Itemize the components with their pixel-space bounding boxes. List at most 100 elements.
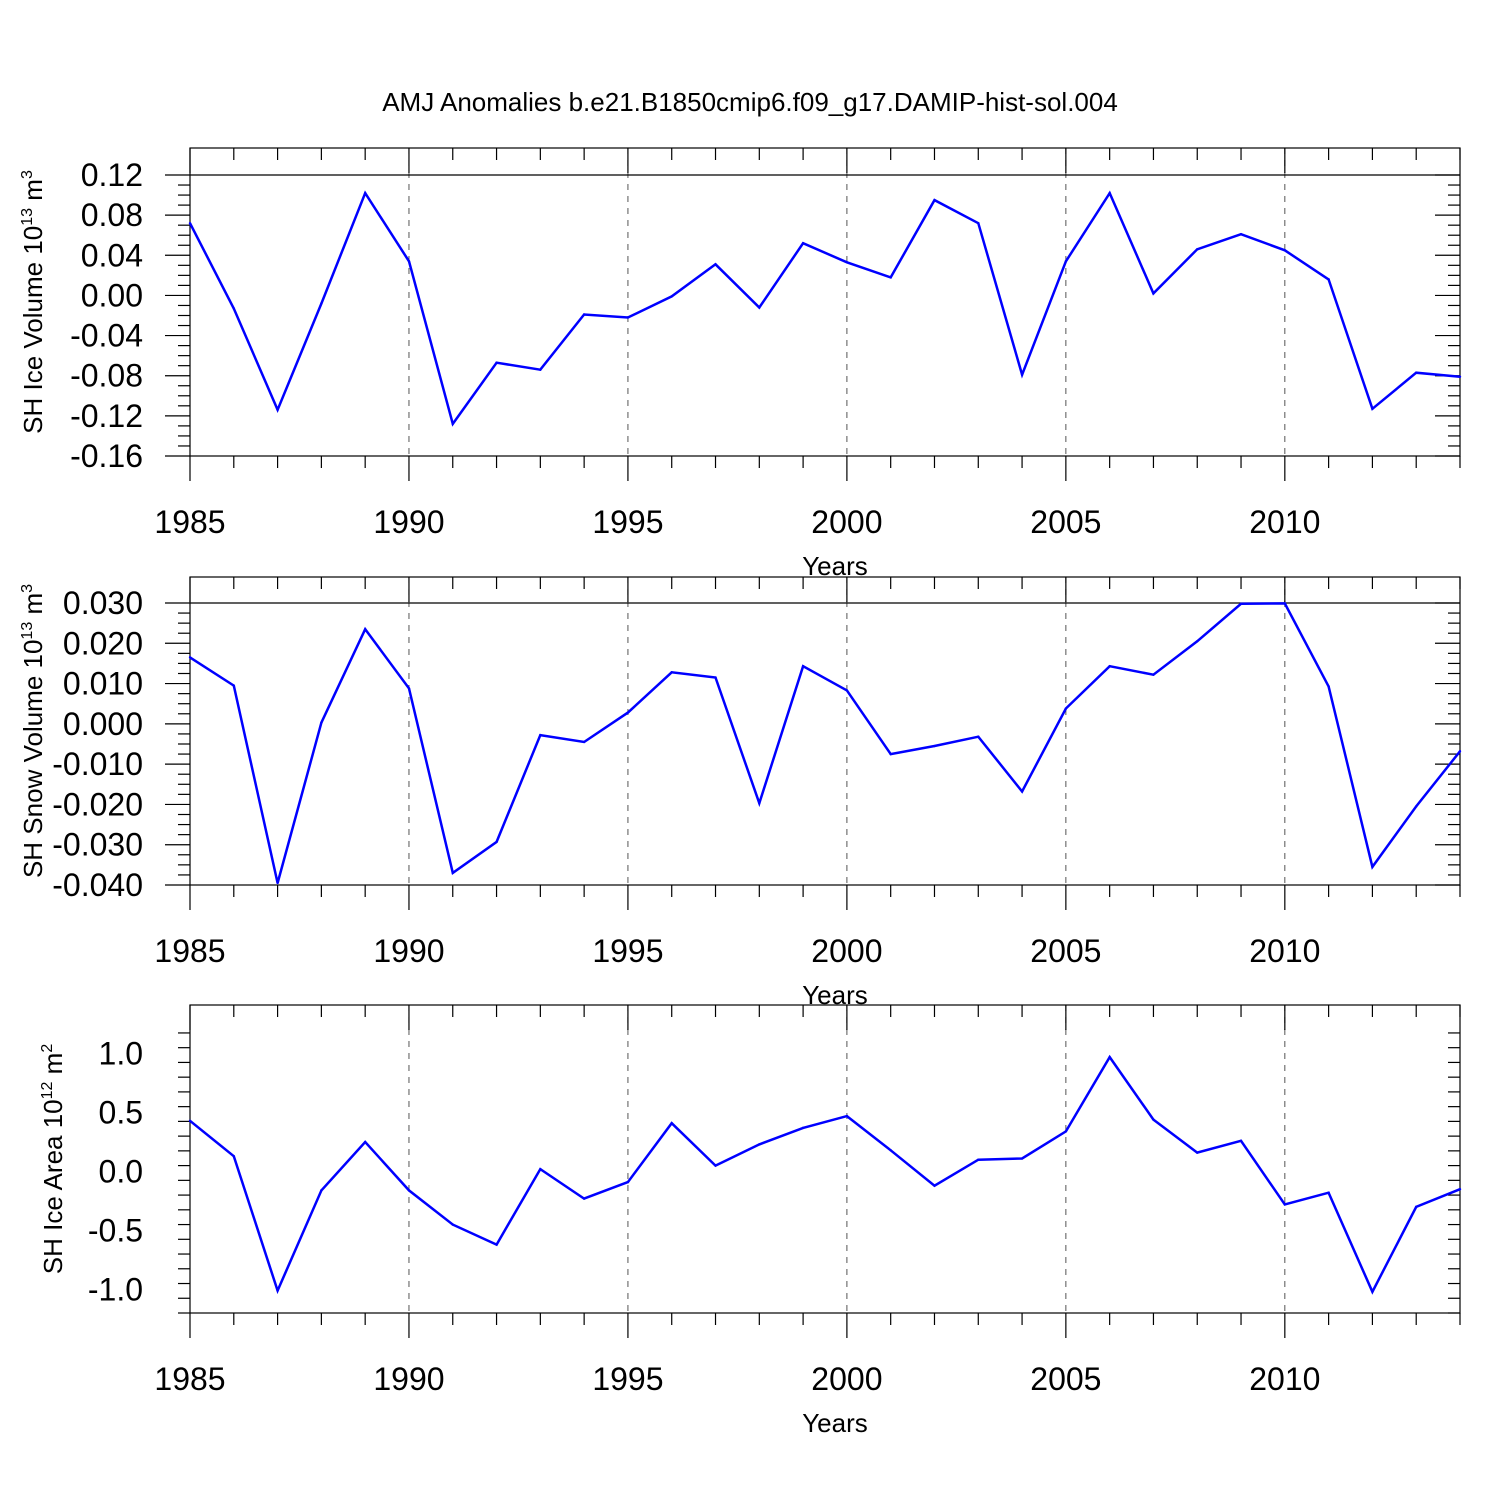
data-point [626, 1180, 630, 1184]
data-point [977, 221, 980, 225]
data-point [977, 1158, 980, 1161]
data-point [1458, 375, 1462, 378]
data-point [407, 687, 411, 690]
y-tick-label: 0.020 [63, 625, 143, 661]
data-point [758, 802, 761, 805]
data-point [1458, 750, 1462, 753]
data-point [232, 1154, 235, 1158]
y-tick-label: -0.040 [52, 867, 143, 903]
data-point [1327, 1191, 1330, 1194]
plot-frame [189, 576, 1461, 886]
y-axis-label: SH Snow Volume 1013 m3 [18, 584, 48, 878]
data-point [1415, 371, 1418, 374]
data-point [1064, 1130, 1068, 1133]
y-tick-label: -0.030 [52, 827, 143, 863]
data-point [670, 671, 673, 674]
data-point [933, 1184, 936, 1187]
data-point [626, 711, 630, 714]
data-point [232, 307, 235, 310]
data-point [714, 263, 717, 266]
data-point [320, 302, 323, 305]
x-axis-label: Years [802, 551, 868, 581]
data-point [1415, 1205, 1418, 1209]
x-tick-label: 1995 [592, 933, 663, 969]
data-point [276, 408, 279, 412]
series-line [188, 190, 1461, 427]
x-tick-label: 1995 [592, 1361, 663, 1397]
data-point [363, 627, 367, 631]
x-tick-label: 2005 [1030, 504, 1101, 540]
data-point [626, 316, 630, 319]
data-point [1239, 1139, 1243, 1143]
data-point [1371, 865, 1374, 869]
y-tick-label: -0.010 [52, 746, 143, 782]
data-point [1327, 685, 1330, 688]
data-point [363, 1140, 367, 1144]
y-tick-label: -0.08 [70, 358, 143, 394]
x-tick-label: 2000 [811, 504, 882, 540]
data-point [889, 752, 892, 756]
x-tick-label: 1990 [373, 1361, 444, 1397]
data-point [670, 295, 673, 298]
y-tick-label: 0.00 [81, 277, 143, 313]
data-point [188, 1119, 192, 1122]
data-point [1196, 640, 1199, 643]
y-tick-label: 0.08 [81, 197, 143, 233]
data-point [758, 306, 761, 309]
data-point [1458, 1187, 1462, 1191]
series-line [189, 1054, 1461, 1295]
data-point [320, 1189, 323, 1192]
data-point [1020, 373, 1024, 376]
data-point [670, 1121, 673, 1125]
x-tick-label: 1985 [154, 1361, 225, 1397]
data-point [1064, 260, 1068, 263]
data-point [1283, 249, 1287, 252]
data-point [845, 261, 849, 264]
chart-panel-2: 1985 1990 1995 2000 2005 2010Years0.0300.0200… [18, 576, 1462, 1010]
x-tick-label: 1995 [592, 504, 663, 540]
data-point [1152, 1118, 1155, 1121]
y-tick-label: -0.16 [70, 438, 143, 474]
y-tick-label: 1.0 [99, 1036, 143, 1072]
data-point [232, 684, 235, 687]
y-axis-label: SH Ice Area 1012 m2 [38, 1044, 68, 1275]
data-point [933, 198, 936, 202]
data-point [801, 665, 805, 668]
figure-title: AMJ Anomalies b.e21.B1850cmip6.f09_g17.D… [382, 87, 1118, 117]
y-tick-label: 0.12 [81, 157, 143, 193]
series-line [189, 602, 1461, 884]
data-point [451, 422, 454, 426]
data-point [276, 881, 279, 885]
panels: 1985 1990 1995 2000 2005 2010 Years 0.12 0.08 0.0… [18, 147, 1462, 1438]
y-tick-label: -0.5 [88, 1212, 143, 1248]
x-tick-label: 2010 [1249, 504, 1320, 540]
x-tick-label: 1990 [373, 504, 444, 540]
data-point [933, 744, 936, 748]
data-point [495, 840, 498, 844]
data-point [407, 1189, 411, 1192]
data-point [363, 191, 367, 195]
data-point [1108, 1055, 1111, 1059]
data-point [1152, 292, 1155, 295]
y-tick-label: -1.0 [88, 1271, 143, 1307]
data-point [801, 242, 805, 245]
data-point [1327, 278, 1330, 281]
data-point [188, 221, 192, 225]
y-axis-label: SH Ice Volume 1013 m3 [18, 170, 48, 434]
x-tick-label: 1985 [154, 933, 225, 969]
data-point [1020, 790, 1024, 793]
y-tick-label: 0.000 [63, 706, 143, 742]
data-point [977, 735, 980, 738]
data-point [451, 871, 454, 875]
data-point [495, 1243, 498, 1246]
chart-panel-1: 1985 1990 1995 2000 2005 2010 Years 0.12 0.08 0.0… [18, 147, 1462, 581]
chart-panel-3: 1985 1990 1995 2000 2005 2010 Years 1.0 0.5 0.0 -0… [38, 1004, 1462, 1438]
x-tick-label: 2005 [1030, 1361, 1101, 1397]
data-point [845, 689, 849, 692]
data-point [1239, 233, 1243, 236]
x-tick-label: 1985 [154, 504, 225, 540]
data-point [1196, 1151, 1199, 1154]
data-point [495, 361, 498, 364]
data-point [714, 676, 717, 679]
